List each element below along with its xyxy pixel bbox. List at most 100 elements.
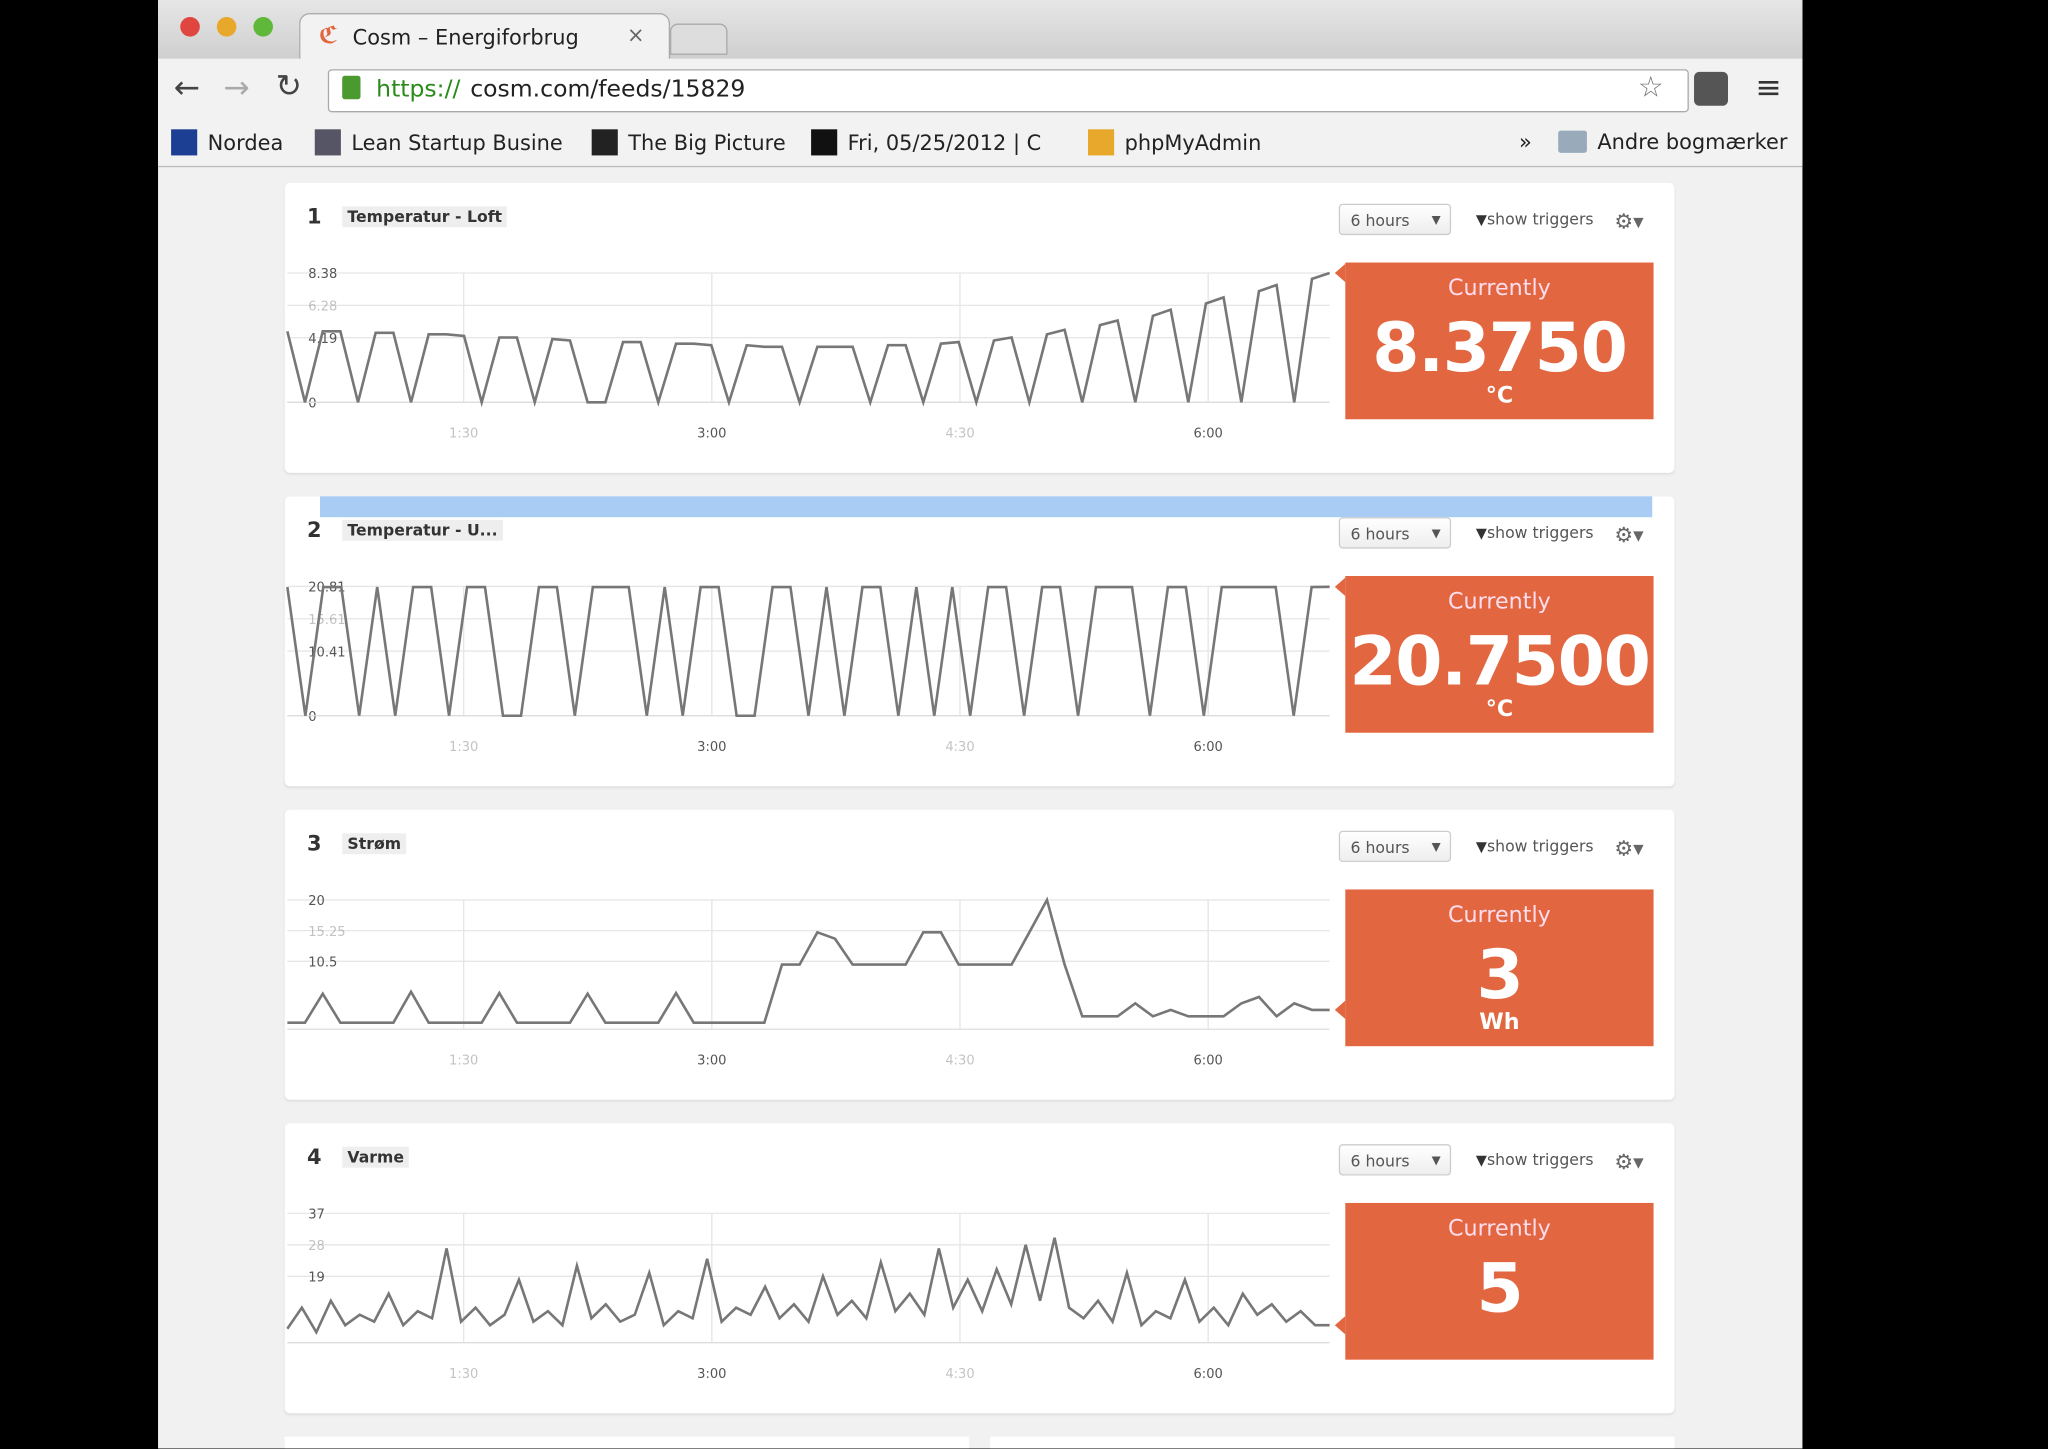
y-tick-label: 4.19 [308,332,337,347]
value-pointer [1334,577,1346,596]
card-partial [990,1436,1675,1449]
y-tick-label: 0 [308,710,316,725]
x-tick-label: 3:00 [697,1053,726,1068]
triangle: ▼ [1475,1151,1487,1169]
current-value-box: Currently 3 Wh [1345,889,1654,1047]
feed-card: 2 Temperatur - U... 6 hours ▼ ▼show triggers… [284,496,1675,787]
currently-label: Currently [1448,902,1551,929]
range-label: 6 hours [1350,211,1410,230]
unit: °C [1485,382,1514,409]
show-triggers[interactable]: ▼show triggers [1476,524,1594,542]
close-button[interactable] [180,16,200,37]
value-pointer [1334,1000,1346,1019]
currently-label: Currently [1448,589,1551,616]
current-value-box: Currently 20.7500 °C [1345,575,1654,733]
current-value: 5 [1476,1249,1523,1329]
current-value-box: Currently 8.3750 °C [1345,262,1654,420]
x-tick-label: 4:30 [945,1053,974,1068]
y-tick-label: 15.61 [308,613,345,628]
settings-gear: ⚙▾ [1614,208,1644,234]
y-tick-label: 37 [308,1208,325,1223]
bookmark-label: Fri, 05/25/2012 | C [847,130,1042,156]
reload-button[interactable]: ↻ [275,67,302,105]
bookmark-icon [171,129,198,156]
y-tick-label: 10.5 [308,956,337,971]
x-tick-label: 3:00 [697,427,726,442]
tab-close[interactable]: × [626,22,645,48]
data-line [286,585,1330,718]
y-tick-label: 10.41 [308,645,345,660]
extension[interactable] [1694,71,1728,106]
range-select[interactable]: 6 hours ▼ [1338,1144,1452,1176]
tab-icon: ℭ [318,22,338,50]
menu-button[interactable]: ≡ [1755,69,1782,106]
x-tick-label: 6:00 [1194,1367,1223,1382]
bookmark-label: The Big Picture [628,130,786,156]
feed-card: 4 Varme 6 hours ▼ ▼show triggers ⚙▾ Currently 5… [284,1123,1675,1414]
range-select[interactable]: 6 hours ▼ [1338,517,1452,549]
y-tick-label: 0 [308,397,316,412]
y-tick-label: 8.38 [308,267,337,282]
bookmark-star[interactable]: ☆ [1637,71,1664,105]
bookmark-label: Lean Startup Busine [351,130,563,156]
x-tick-label: 4:30 [945,1367,974,1382]
feed-title: Varme [342,1146,410,1168]
address-bar[interactable]: https:// cosm.com/feeds/15829 ☆ [327,69,1689,113]
range-select[interactable]: 6 hours ▼ [1338,203,1452,236]
range-label: 6 hours [1350,525,1410,544]
feed-title: Temperatur - U... [342,519,503,541]
x-tick-label: 6:00 [1194,427,1223,442]
other-bookmarks-label: Andre bogmærker [1597,129,1788,155]
zoom-button[interactable] [253,16,273,37]
data-line [286,271,1331,408]
data-line [287,896,1330,1024]
y-tick-label: 15.25 [308,925,345,940]
new-tab[interactable] [670,23,728,55]
card-partial [284,1436,970,1449]
bookmark-icon [591,129,618,156]
triggers-label: show triggers [1486,210,1594,229]
bookmark-icon [811,129,838,156]
bookmark[interactable]: Lean Startup Busine [314,129,563,156]
current-value-box: Currently 5 [1345,1202,1654,1360]
x-tick-label: 4:30 [945,740,974,755]
y-tick-label: 20 [308,894,325,909]
current-value: 3 [1476,936,1523,1015]
bookmarks-bar: Nordea Lean Startup Busine The Big Picture… [158,120,1803,168]
tab[interactable]: ℭ Cosm – Energiforbrug × [299,13,671,61]
bookmark[interactable]: phpMyAdmin [1087,129,1262,156]
bookmark[interactable]: Nordea [171,129,284,156]
settings-gear: ⚙▾ [1614,835,1644,861]
bookmark[interactable]: Fri, 05/25/2012 | C [811,129,1042,156]
bookmarks-more[interactable]: » [1519,129,1532,155]
chart: 1:30 3:00 4:30 6:00 0 4.19 6.28 8.38 [286,263,1346,442]
x-tick-label: 4:30 [945,427,974,442]
range-label: 6 hours [1350,1151,1410,1171]
currently-label: Currently [1448,1215,1551,1243]
back-button[interactable]: ← [173,69,200,106]
bookmark[interactable]: The Big Picture [591,129,786,156]
range-select[interactable]: 6 hours ▼ [1338,830,1452,863]
chart: 1:30 3:00 4:30 6:00 10.5 15.25 20 [287,894,1346,1068]
bookmark-icon [314,129,341,156]
minimize-button[interactable] [216,16,237,37]
show-triggers[interactable]: ▼show triggers [1476,837,1594,855]
title-bar: ℭ Cosm – Energiforbrug × [158,0,1803,61]
bookmark-label: Nordea [207,130,284,156]
show-triggers[interactable]: ▼show triggers [1476,210,1594,228]
x-tick-label: 1:30 [449,427,478,442]
value-pointer [1334,1316,1346,1335]
settings-gear: ⚙▾ [1614,522,1644,548]
select-arrow: ▼ [1431,214,1441,228]
triggers-label: show triggers [1486,523,1594,543]
triangle: ▼ [1475,211,1487,229]
current-value: 8.3750 [1372,309,1628,388]
forward-button[interactable]: → [223,69,250,106]
bookmark-label: phpMyAdmin [1124,130,1262,156]
x-tick-label: 3:00 [697,1367,726,1382]
x-tick-label: 1:30 [449,1367,478,1382]
feed-title: Strøm [342,833,407,855]
triggers-label: show triggers [1486,1150,1594,1169]
other-bookmarks[interactable]: Andre bogmærker [1558,129,1787,154]
show-triggers[interactable]: ▼show triggers [1476,1151,1594,1169]
